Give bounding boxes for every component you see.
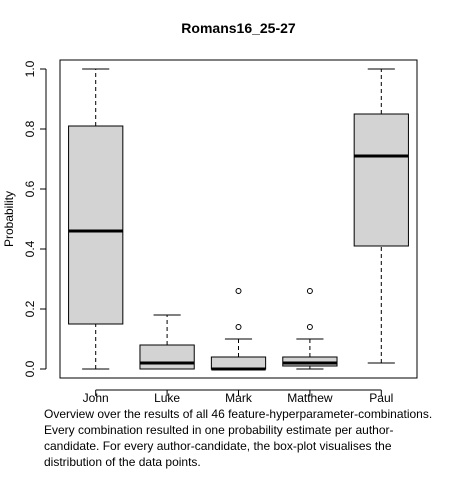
box-paul	[353, 113, 409, 247]
outlier-point	[235, 324, 242, 330]
y-tick-label: 0.4	[23, 240, 37, 257]
box-john	[68, 125, 124, 325]
caption-line-2: Every combination resulted in one probab…	[44, 423, 394, 437]
figure-caption: Overview over the results of all 46 feat…	[44, 406, 444, 470]
x-tick-label: Matthew	[287, 391, 333, 405]
x-tick-label: Mark	[225, 391, 253, 405]
caption-line-4: distribution of the data points.	[44, 455, 201, 469]
x-tick-label: Luke	[154, 391, 180, 405]
y-axis-label: Probability	[2, 191, 16, 247]
outlier-point	[306, 324, 313, 330]
outlier-point	[306, 288, 313, 294]
box-mark	[210, 356, 267, 370]
x-tick-label: Paul	[369, 391, 393, 405]
y-tick-label: 0.8	[23, 120, 37, 137]
y-tick-label: 0.2	[23, 300, 37, 317]
chart-title: Romans16_25-27	[181, 20, 296, 36]
box-luke	[139, 344, 195, 370]
caption-line-3: candidate. For every author-candidate, t…	[44, 439, 392, 453]
plot-frame	[59, 59, 418, 379]
x-tick-label: John	[83, 391, 109, 405]
outlier-point	[235, 288, 242, 294]
y-tick-label: 0.6	[23, 180, 37, 197]
y-tick-label: 0.0	[23, 360, 37, 377]
y-tick-label: 1.0	[23, 60, 37, 77]
caption-line-1: Overview over the results of all 46 feat…	[44, 407, 433, 421]
